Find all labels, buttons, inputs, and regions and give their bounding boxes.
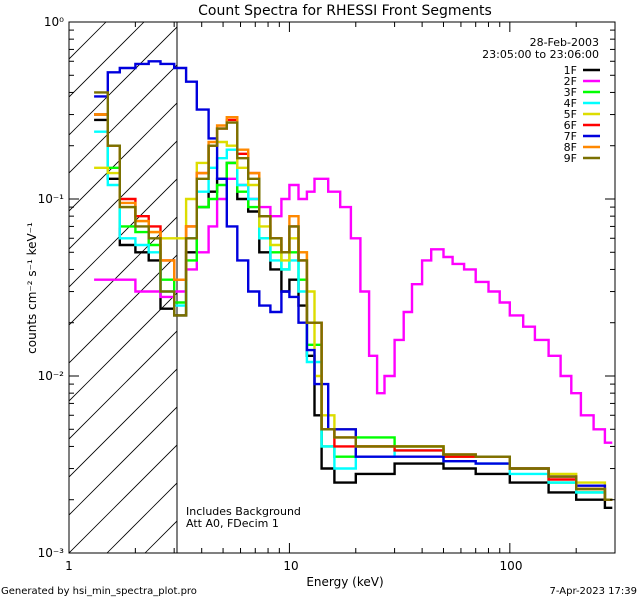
annotation-attenuator: Att A0, FDecim 1 (186, 517, 279, 530)
series-line-2F (94, 177, 613, 444)
hatch-line (601, 22, 640, 553)
legend-label-1F: 1F (564, 64, 577, 77)
hatch-line (69, 444, 177, 553)
series-line-9F (94, 91, 613, 501)
hatch-line (69, 216, 177, 326)
hatch-line (69, 406, 177, 516)
axis-ticks (68, 22, 616, 554)
hatch-line (69, 368, 177, 478)
legend-label-7F: 7F (564, 130, 577, 143)
legend-label-5F: 5F (564, 108, 577, 121)
series-line-8F (94, 113, 613, 501)
hatch-line (69, 26, 177, 136)
time-range-label: 23:05:00 to 23:06:00 (482, 48, 599, 61)
series-line-4F (94, 130, 613, 501)
hatch-line (69, 254, 177, 364)
hatch-line (69, 22, 107, 60)
x-tick-label-10: 10 (283, 559, 298, 573)
series-group (94, 60, 613, 509)
x-tick-label-100: 100 (500, 559, 523, 573)
x-tick-labels: 1 10 100 (65, 559, 522, 573)
footer-generated-by: Generated by hsi_min_spectra_plot.pro (1, 586, 197, 597)
y-tick-label-0.001: 10⁻³ (38, 546, 65, 560)
series-line-3F (94, 113, 613, 501)
y-axis-title: counts cm⁻² s⁻¹ keV⁻¹ (25, 222, 39, 354)
legend-label-8F: 8F (564, 141, 577, 154)
legend-label-3F: 3F (564, 86, 577, 99)
chart-title: Count Spectra for RHESSI Front Segments (198, 3, 492, 19)
hatch-line (69, 64, 177, 174)
hatch-line (69, 22, 145, 98)
legend-label-4F: 4F (564, 97, 577, 110)
hatch-line (69, 140, 177, 250)
y-tick-labels: 10⁰ 10⁻¹ 10⁻² 10⁻³ (38, 15, 65, 560)
hatch-line (69, 178, 177, 288)
footer-timestamp: 7-Apr-2023 17:39 (550, 586, 637, 597)
hatch-line (69, 102, 177, 212)
series-line-6F (94, 113, 613, 501)
hatch-line (259, 22, 640, 553)
y-tick-label-1: 10⁰ (44, 15, 64, 29)
legend-label-6F: 6F (564, 119, 577, 132)
y-tick-label-0.1: 10⁻¹ (38, 192, 65, 206)
legend-label-9F: 9F (564, 152, 577, 165)
plot-frame (68, 21, 616, 554)
series-line-1F (94, 118, 613, 509)
x-tick-label-1: 1 (65, 559, 73, 573)
annotation-background: Includes Background (186, 505, 301, 518)
series-line-7F (94, 60, 613, 501)
y-tick-label-0.01: 10⁻² (38, 369, 65, 383)
hatch-line (297, 22, 640, 553)
legend-label-2F: 2F (564, 75, 577, 88)
date-label: 28-Feb-2003 (530, 36, 599, 49)
x-axis-title: Energy (keV) (306, 575, 383, 589)
background-shaded-region (69, 22, 640, 553)
